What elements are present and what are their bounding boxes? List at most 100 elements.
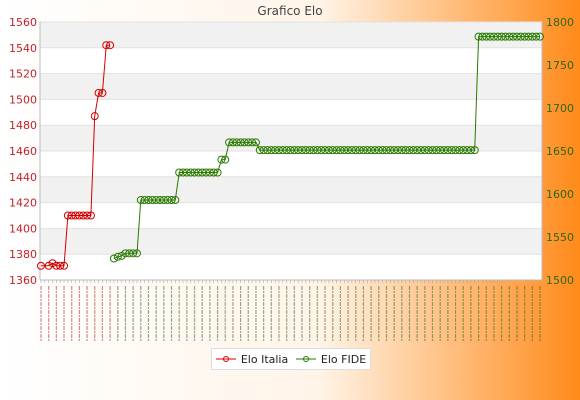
data-point [405, 146, 414, 155]
data-point [505, 32, 514, 41]
data-point [129, 249, 138, 258]
y-left-tick-label: 1360 [9, 274, 37, 287]
data-point [113, 252, 122, 261]
data-point [455, 146, 464, 155]
y-left-tick-label: 1540 [9, 42, 37, 55]
data-point [163, 196, 172, 205]
data-point [328, 146, 337, 155]
data-point [109, 254, 118, 263]
data-point [71, 211, 80, 220]
data-point [486, 32, 495, 41]
data-point [175, 168, 184, 177]
y-left-tick-label: 1560 [9, 16, 37, 29]
data-point [351, 146, 360, 155]
data-point [221, 155, 230, 164]
data-point [194, 168, 203, 177]
data-point [305, 146, 314, 155]
legend-swatch-elo-italia [215, 356, 236, 362]
data-point [236, 138, 245, 147]
y-left-tick-label: 1520 [9, 68, 37, 81]
data-point [267, 146, 276, 155]
chart-title: Grafico Elo [257, 4, 323, 18]
y-right-tick-label: 1550 [546, 231, 574, 244]
data-point [470, 146, 479, 155]
y-left-tick-label: 1480 [9, 119, 37, 132]
data-point [459, 146, 468, 155]
data-point [489, 32, 498, 41]
data-point [90, 112, 99, 121]
data-point [240, 138, 249, 147]
data-point [363, 146, 372, 155]
legend-item-elo-fide[interactable]: Elo FIDE [295, 352, 367, 366]
data-point [79, 211, 88, 220]
data-point [332, 146, 341, 155]
data-point [121, 249, 130, 258]
data-point [440, 146, 449, 155]
data-point [83, 211, 92, 220]
data-point [463, 146, 472, 155]
data-point [432, 146, 441, 155]
data-point [390, 146, 399, 155]
data-point [347, 146, 356, 155]
grid-band [40, 22, 542, 48]
data-point [152, 196, 161, 205]
y-right-tick-label: 1600 [546, 188, 574, 201]
data-point [198, 168, 207, 177]
data-point [255, 146, 264, 155]
data-point [190, 168, 199, 177]
data-point [278, 146, 287, 155]
data-point [125, 249, 134, 258]
y-right-tick-label: 1750 [546, 59, 574, 72]
data-point [382, 146, 391, 155]
data-point [248, 138, 257, 147]
data-point [282, 146, 291, 155]
data-point [63, 211, 72, 220]
data-point [94, 88, 103, 97]
data-point [294, 146, 303, 155]
data-point [443, 146, 452, 155]
data-point [321, 146, 330, 155]
data-point [397, 146, 406, 155]
legend-item-elo-italia[interactable]: Elo Italia [215, 352, 289, 366]
data-point [536, 32, 544, 41]
data-point [520, 32, 529, 41]
data-point [271, 146, 280, 155]
legend-label-elo-fide: Elo FIDE [320, 352, 367, 366]
data-point [301, 146, 310, 155]
y-right-tick-label: 1700 [546, 102, 574, 115]
data-point [424, 146, 433, 155]
data-point [324, 146, 333, 155]
data-point [179, 168, 188, 177]
data-point [474, 32, 483, 41]
data-point [509, 32, 518, 41]
y-left-tick-label: 1500 [9, 93, 37, 106]
data-point [309, 146, 318, 155]
data-point [37, 261, 45, 270]
grid-band [40, 176, 542, 203]
data-point [67, 211, 76, 220]
data-point [501, 32, 510, 41]
data-point [524, 32, 533, 41]
grid-band [40, 228, 542, 255]
data-point [451, 146, 460, 155]
legend-label-elo-italia: Elo Italia [240, 352, 289, 366]
y-right-tick-label: 1800 [546, 16, 574, 29]
data-point [259, 146, 268, 155]
data-point [52, 261, 61, 270]
data-point [217, 155, 226, 164]
data-point [478, 32, 487, 41]
data-point [155, 196, 164, 205]
data-point [274, 146, 283, 155]
data-point [370, 146, 379, 155]
series-line-1 [113, 36, 540, 259]
data-point [286, 146, 295, 155]
data-point [528, 32, 537, 41]
y-right-tick-label: 1500 [546, 274, 574, 287]
data-point [436, 146, 445, 155]
chart-legend: Elo Italia Elo FIDE [211, 348, 371, 370]
data-point [228, 138, 237, 147]
y-left-tick-label: 1400 [9, 222, 37, 235]
data-point [251, 138, 260, 147]
y-left-tick-label: 1440 [9, 171, 37, 184]
